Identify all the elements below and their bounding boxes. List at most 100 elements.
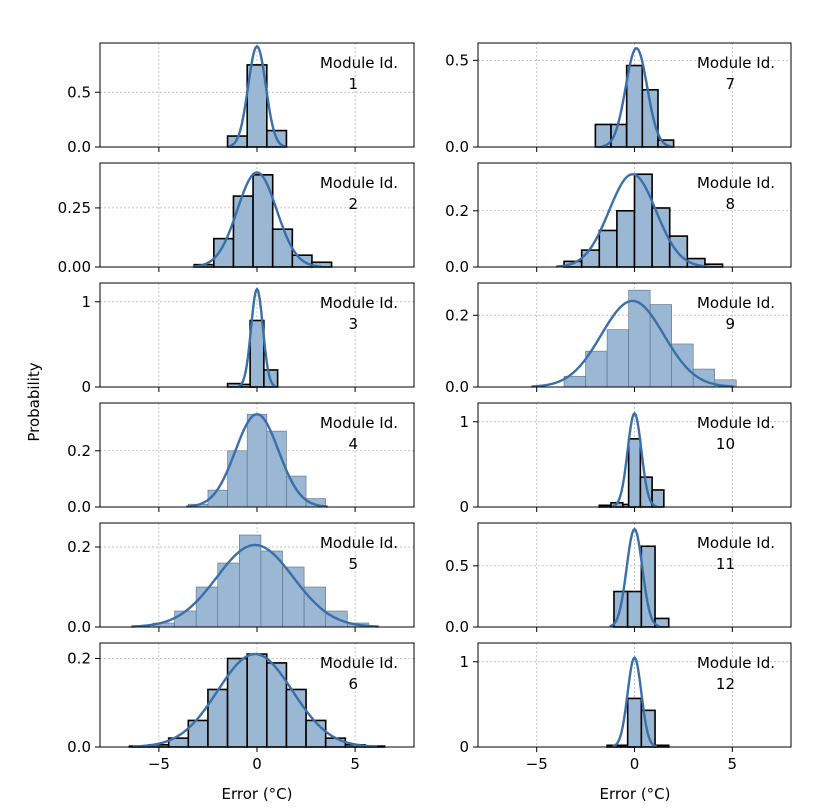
x-tick-label: 0 bbox=[630, 755, 640, 773]
module-annotation-id: 6 bbox=[348, 675, 358, 693]
histogram-bar bbox=[626, 697, 643, 748]
y-tick-label: 1 bbox=[459, 413, 469, 431]
y-tick-label: 0.0 bbox=[67, 498, 91, 516]
panel-module-11: 0.0 0.5 Module Id. 11 bbox=[445, 522, 792, 636]
panel-module-2: 0.00 0.25 Module Id. 2 bbox=[58, 162, 415, 276]
y-tick-label: 0.5 bbox=[445, 51, 469, 69]
module-annotation-id: 8 bbox=[725, 195, 735, 213]
y-tick-label: 0.5 bbox=[445, 557, 469, 575]
histogram-bar bbox=[286, 475, 307, 508]
histogram-bar bbox=[195, 586, 219, 628]
module-annotation-title: Module Id. bbox=[697, 54, 775, 72]
x-axis-label-left: Error (°C) bbox=[221, 785, 292, 803]
histogram-bar bbox=[640, 545, 656, 628]
histogram-bar bbox=[232, 195, 254, 268]
y-tick-label: 0.0 bbox=[445, 378, 469, 396]
panel-module-1: 0.0 0.5 Module Id. 1 bbox=[67, 42, 415, 156]
x-axis-label-right: Error (°C) bbox=[599, 785, 670, 803]
y-tick-label: 0.0 bbox=[445, 258, 469, 276]
y-tick-label: 0.2 bbox=[67, 538, 91, 556]
kde-curve bbox=[131, 543, 379, 628]
y-tick-label: 0.2 bbox=[67, 649, 91, 667]
module-annotation-title: Module Id. bbox=[697, 654, 775, 672]
histogram-bar bbox=[580, 249, 601, 268]
panel-module-12: 0 1 −5 0 5 Module Id. 12 bbox=[459, 642, 792, 773]
histogram-bar bbox=[606, 329, 629, 388]
y-tick-label: 1 bbox=[459, 653, 469, 671]
y-tick-label: 0.0 bbox=[445, 618, 469, 636]
y-tick-label: 0.2 bbox=[445, 306, 469, 324]
panel-module-8: 0.0 0.2 Module Id. 8 bbox=[445, 162, 792, 276]
histogram-bar bbox=[246, 653, 268, 748]
y-tick-label: 0.5 bbox=[67, 83, 91, 101]
kde-curve bbox=[601, 47, 672, 148]
kde-curve bbox=[531, 299, 734, 388]
histogram-bar bbox=[249, 319, 265, 388]
histogram-bar bbox=[627, 438, 642, 508]
y-tick-label: 0.2 bbox=[445, 202, 469, 220]
module-annotation-id: 4 bbox=[348, 435, 358, 453]
y-tick-label: 0.0 bbox=[67, 618, 91, 636]
module-annotation-title: Module Id. bbox=[697, 534, 775, 552]
y-axis-label: Probability bbox=[25, 362, 43, 441]
module-annotation-id: 10 bbox=[716, 435, 735, 453]
module-annotation-title: Module Id. bbox=[320, 654, 398, 672]
panel-module-9: 0.0 0.2 Module Id. 9 bbox=[445, 282, 792, 396]
kde-curve bbox=[556, 173, 709, 268]
histogram-bar bbox=[207, 688, 229, 748]
panel-module-5: 0.0 0.2 Module Id. 5 bbox=[67, 522, 415, 636]
histogram-bar bbox=[246, 413, 268, 508]
kde-curve bbox=[611, 656, 658, 748]
y-tick-label: 0 bbox=[81, 378, 91, 396]
y-tick-label: 0 bbox=[459, 498, 469, 516]
kde-curve bbox=[192, 171, 322, 268]
kde-curve bbox=[609, 527, 660, 628]
module-annotation-id: 2 bbox=[348, 195, 358, 213]
panel-module-4: 0.0 0.2 Module Id. 4 bbox=[67, 402, 415, 516]
module-annotation-id: 3 bbox=[348, 315, 358, 333]
x-tick-label: 5 bbox=[350, 755, 360, 773]
y-tick-label: 0.0 bbox=[67, 738, 91, 756]
panel-module-3: 0 1 Module Id. 3 bbox=[81, 282, 415, 396]
module-annotation-title: Module Id. bbox=[697, 414, 775, 432]
panel-module-6: 0.0 0.2 −5 0 5 Module Id. 6 bbox=[67, 642, 415, 773]
module-annotation-id: 11 bbox=[716, 555, 735, 573]
panel-module-7: 0.0 0.5 Module Id. 7 bbox=[445, 42, 792, 156]
module-annotation-id: 12 bbox=[716, 675, 735, 693]
y-tick-label: 0.25 bbox=[58, 199, 91, 217]
panel-module-10: 0 1 Module Id. 10 bbox=[459, 402, 792, 516]
histogram-bar bbox=[174, 610, 197, 628]
x-tick-label: 5 bbox=[728, 755, 738, 773]
kde-curve bbox=[227, 45, 287, 148]
histogram-bar bbox=[628, 289, 651, 388]
y-tick-label: 0.00 bbox=[58, 258, 91, 276]
y-tick-label: 0 bbox=[459, 738, 469, 756]
histogram-bar bbox=[626, 590, 643, 628]
module-annotation-id: 7 bbox=[725, 75, 735, 93]
module-annotation-title: Module Id. bbox=[320, 294, 398, 312]
histogram-bar bbox=[227, 450, 248, 508]
module-annotation-id: 1 bbox=[348, 75, 358, 93]
module-annotation-title: Module Id. bbox=[320, 174, 398, 192]
histogram-bar bbox=[625, 64, 644, 148]
histogram-bar bbox=[324, 737, 347, 748]
y-tick-label: 0.2 bbox=[67, 442, 91, 460]
module-annotation-id: 5 bbox=[348, 555, 358, 573]
module-annotation-title: Module Id. bbox=[320, 534, 398, 552]
kde-curve bbox=[238, 287, 276, 388]
x-tick-label: −5 bbox=[148, 755, 170, 773]
histogram-bar bbox=[616, 209, 636, 268]
kde-curve bbox=[611, 412, 658, 508]
kde-curve bbox=[186, 413, 328, 508]
module-annotation-title: Module Id. bbox=[320, 54, 398, 72]
histogram-bar bbox=[271, 228, 294, 268]
x-tick-label: 0 bbox=[252, 755, 262, 773]
module-annotation-title: Module Id. bbox=[697, 294, 775, 312]
x-tick-label: −5 bbox=[526, 755, 548, 773]
y-tick-label: 0.0 bbox=[445, 138, 469, 156]
histogram-bar bbox=[633, 173, 653, 268]
y-tick-label: 0.0 bbox=[67, 138, 91, 156]
kde-curve bbox=[132, 652, 378, 748]
module-annotation-title: Module Id. bbox=[697, 174, 775, 192]
